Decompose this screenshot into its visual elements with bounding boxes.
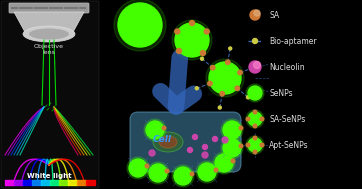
Circle shape (118, 3, 162, 47)
Circle shape (220, 91, 224, 96)
Circle shape (223, 139, 241, 157)
Text: SA-SeNPs: SA-SeNPs (269, 115, 306, 123)
Circle shape (172, 165, 194, 187)
Circle shape (129, 159, 147, 177)
Circle shape (174, 167, 192, 185)
Circle shape (198, 163, 216, 181)
Circle shape (202, 145, 207, 149)
Circle shape (246, 143, 250, 147)
Circle shape (214, 168, 218, 172)
Circle shape (190, 172, 194, 176)
Circle shape (254, 10, 260, 16)
Circle shape (253, 124, 257, 128)
Circle shape (188, 147, 193, 153)
Circle shape (144, 119, 166, 141)
Circle shape (222, 137, 228, 143)
Circle shape (260, 117, 264, 121)
Circle shape (175, 23, 209, 57)
Circle shape (221, 137, 243, 159)
Circle shape (253, 136, 257, 140)
Polygon shape (14, 12, 84, 34)
Circle shape (204, 29, 209, 34)
Text: SeNPs: SeNPs (269, 88, 292, 98)
Circle shape (250, 10, 260, 20)
FancyArrowPatch shape (160, 58, 194, 106)
Circle shape (246, 117, 250, 121)
Circle shape (114, 0, 166, 51)
Circle shape (229, 47, 232, 50)
Text: White light: White light (27, 173, 71, 179)
Circle shape (149, 150, 155, 156)
Circle shape (202, 152, 208, 158)
FancyBboxPatch shape (1, 1, 99, 188)
Circle shape (172, 20, 212, 60)
Circle shape (209, 62, 241, 94)
Circle shape (211, 66, 215, 70)
Circle shape (226, 60, 230, 64)
Circle shape (246, 136, 264, 154)
Circle shape (212, 136, 218, 142)
Text: Apt-SeNPs: Apt-SeNPs (269, 140, 309, 149)
FancyBboxPatch shape (130, 112, 241, 172)
Text: Bio-aptamer: Bio-aptamer (269, 36, 317, 46)
FancyBboxPatch shape (9, 3, 89, 13)
Circle shape (246, 110, 264, 128)
Circle shape (248, 112, 262, 126)
Circle shape (223, 121, 241, 139)
Text: SA: SA (269, 11, 279, 19)
Circle shape (221, 119, 243, 141)
Circle shape (260, 143, 264, 147)
Circle shape (247, 96, 249, 99)
Circle shape (253, 150, 257, 154)
Circle shape (215, 154, 233, 172)
Circle shape (249, 61, 261, 73)
Circle shape (239, 126, 243, 130)
Circle shape (149, 164, 167, 182)
Ellipse shape (153, 132, 183, 152)
Circle shape (145, 164, 149, 168)
Circle shape (146, 121, 164, 139)
Circle shape (238, 70, 242, 75)
Circle shape (231, 159, 235, 163)
Ellipse shape (29, 29, 69, 40)
Circle shape (248, 138, 262, 152)
Circle shape (252, 66, 255, 69)
Circle shape (235, 86, 239, 91)
Ellipse shape (159, 136, 177, 148)
Text: Cell: Cell (152, 136, 172, 145)
Circle shape (177, 48, 181, 53)
Circle shape (253, 39, 257, 43)
Circle shape (208, 81, 212, 86)
Circle shape (193, 135, 198, 139)
Circle shape (195, 87, 198, 90)
Circle shape (127, 157, 149, 179)
Circle shape (147, 162, 169, 184)
Circle shape (218, 106, 221, 109)
Circle shape (162, 126, 166, 130)
Circle shape (239, 144, 243, 148)
Circle shape (165, 169, 169, 173)
Circle shape (253, 110, 257, 114)
Text: Objective
lens: Objective lens (34, 44, 64, 55)
Circle shape (201, 50, 205, 56)
Circle shape (196, 161, 218, 183)
Circle shape (246, 84, 264, 102)
Circle shape (248, 86, 262, 100)
Circle shape (189, 20, 194, 26)
Text: Nucleolin: Nucleolin (269, 63, 305, 71)
Circle shape (206, 59, 244, 97)
Ellipse shape (23, 26, 75, 42)
Circle shape (253, 61, 261, 68)
Circle shape (213, 152, 235, 174)
Circle shape (201, 57, 203, 60)
Circle shape (175, 29, 180, 34)
